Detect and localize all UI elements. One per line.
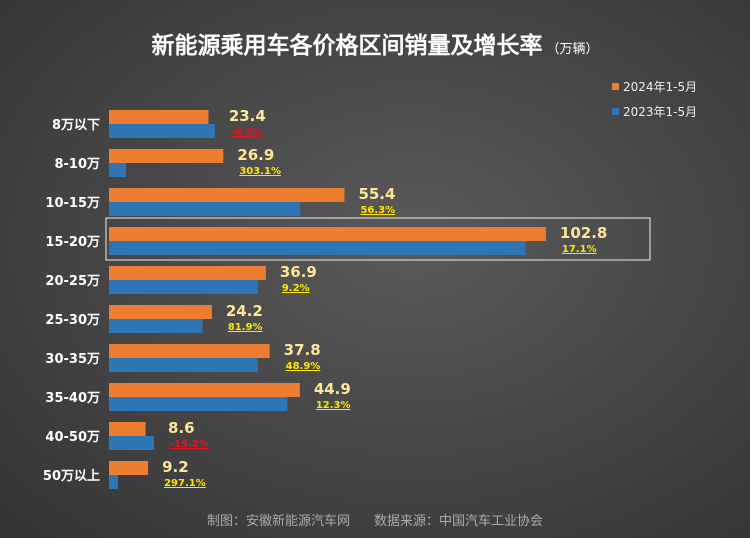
- value-label: 37.8: [284, 341, 321, 359]
- bar-2023: [109, 358, 258, 372]
- bar-2024: [109, 149, 224, 163]
- bar-2023: [109, 436, 155, 450]
- bar-2024: [109, 266, 266, 280]
- highlight-box: [105, 217, 651, 261]
- bar-2024: [109, 188, 345, 202]
- bar-2023: [109, 202, 301, 216]
- category-label: 15-20万: [45, 235, 100, 250]
- category-label: 35-40万: [45, 391, 100, 406]
- bar-2023: [109, 397, 288, 411]
- bar-2023: [109, 319, 203, 333]
- legend-label-2023: 2023年1-5月: [623, 105, 698, 119]
- value-label: 44.9: [314, 380, 351, 398]
- growth-label: 303.1%: [239, 166, 281, 177]
- value-label: 26.9: [237, 146, 274, 164]
- category-label: 8万以下: [52, 118, 100, 133]
- growth-label: -6.0%: [231, 127, 263, 138]
- value-label: 23.4: [229, 107, 266, 125]
- category-label: 40-50万: [45, 430, 100, 445]
- growth-label: -19.2%: [170, 439, 209, 450]
- value-label: 8.6: [168, 419, 195, 437]
- category-label: 30-35万: [45, 352, 100, 367]
- bar-2024: [109, 110, 209, 124]
- growth-label: 9.2%: [282, 283, 310, 294]
- growth-label: 48.9%: [286, 361, 321, 372]
- legend-item-2023: 2023年1-5月: [612, 103, 697, 120]
- chart-title: 新能源乘用车各价格区间销量及增长率 （万辆）: [0, 26, 750, 60]
- legend-item-2024: 2024年1-5月: [612, 78, 697, 95]
- title-text: 新能源乘用车各价格区间销量及增长率: [151, 33, 543, 59]
- bar-2023: [109, 241, 526, 255]
- value-label: 9.2: [162, 458, 189, 476]
- bar-2024: [109, 422, 146, 436]
- category-label: 8-10万: [54, 157, 100, 172]
- bar-2024: [109, 227, 546, 241]
- bar-2024: [109, 305, 212, 319]
- growth-label: 297.1%: [164, 478, 206, 489]
- legend-swatch-2024: [612, 83, 619, 90]
- bar-2024: [109, 461, 149, 475]
- bar-2023: [109, 475, 118, 489]
- unit-label: （万辆）: [546, 42, 599, 57]
- footer-source: 数据来源：中国汽车工业协会: [374, 514, 544, 529]
- growth-label: 12.3%: [316, 400, 351, 411]
- legend-label-2024: 2024年1-5月: [623, 80, 698, 94]
- bar-2023: [109, 163, 126, 177]
- category-label: 20-25万: [45, 274, 100, 289]
- bar-2023: [109, 280, 258, 294]
- category-label: 50万以上: [43, 469, 100, 484]
- growth-label: 56.3%: [360, 205, 395, 216]
- growth-label: 17.1%: [562, 244, 597, 255]
- bar-2024: [109, 383, 300, 397]
- category-label: 25-30万: [45, 313, 100, 328]
- value-label: 24.2: [226, 302, 263, 320]
- legend-swatch-2023: [612, 108, 619, 115]
- value-label: 102.8: [560, 224, 607, 242]
- footer: 制图：安徽新能源汽车网 数据来源：中国汽车工业协会: [0, 510, 750, 529]
- footer-maker: 制图：安徽新能源汽车网: [206, 514, 350, 529]
- bar-2023: [109, 124, 215, 138]
- bar-2024: [109, 344, 270, 358]
- value-label: 36.9: [280, 263, 317, 281]
- value-label: 55.4: [358, 185, 395, 203]
- category-label: 10-15万: [45, 196, 100, 211]
- growth-label: 81.9%: [228, 322, 263, 333]
